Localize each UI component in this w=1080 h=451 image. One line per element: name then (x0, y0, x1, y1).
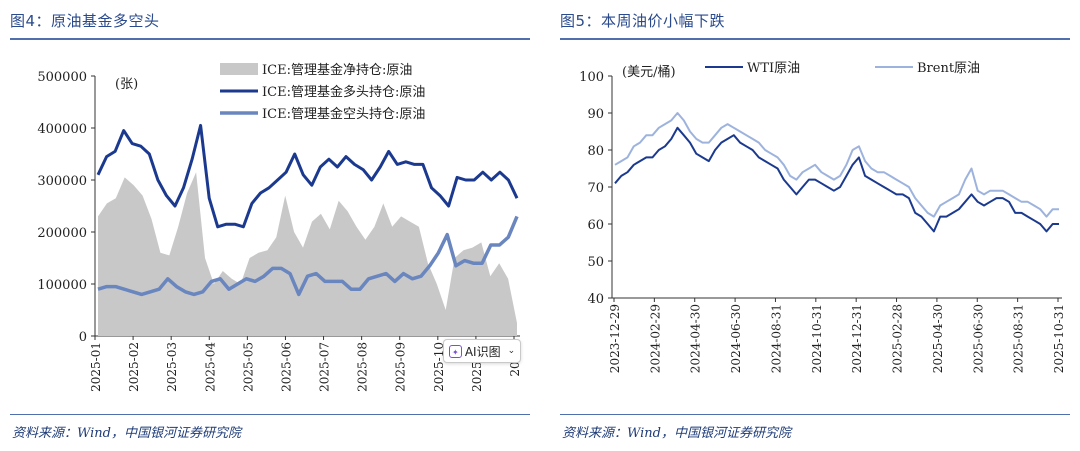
source-note: 资料来源：Wind，中国银河证券研究院 (562, 426, 791, 441)
y-tick-label: 100000 (37, 278, 87, 293)
series-area-0 (98, 172, 517, 336)
legend-label: ICE:管理基金净持仓:原油 (262, 62, 412, 78)
source-note: 资料来源：Wind，中国银河证券研究院 (12, 426, 241, 441)
x-tick-label: 2025-02 (127, 342, 141, 392)
x-tick-label: 2025-06 (279, 342, 293, 392)
x-tick-label: 2023-12-29 (608, 304, 622, 373)
y-tick-label: 90 (587, 107, 604, 122)
x-tick-label: 2025-06-30 (971, 304, 985, 373)
x-tick-label: 2024-02-29 (648, 304, 662, 373)
x-tick-label: 2025-05 (241, 342, 255, 392)
y-tick-label: 50 (587, 255, 604, 270)
y-tick-label: 60 (587, 218, 604, 233)
title-rule (560, 38, 1070, 40)
oil-price-chart: 100 90 80 70 60 50 40 2023-12-29 2024-02-29 2024-… (579, 61, 1066, 373)
x-tick-label: 2025-04 (203, 342, 217, 392)
series-line-0 (614, 126, 1059, 233)
figure-title: 图4：原油基金多空头 (10, 12, 160, 30)
legend-swatch (220, 63, 258, 75)
x-tick-label: 2025-04-30 (931, 304, 945, 373)
panel-fund-positions: 图4：原油基金多空头 500000 400000 300000 200000 10000… (0, 0, 530, 451)
x-tick-label: 2024-12-31 (850, 304, 864, 373)
x-tick-label: 2024-10-31 (810, 304, 824, 373)
series-line-1 (614, 112, 1059, 218)
ai-recognize-button[interactable]: ✦ AI识图 ⌄ (443, 339, 521, 363)
series-line-1 (96, 123, 519, 229)
y-tick-label: 0 (79, 330, 87, 345)
legend-label: WTI原油 (747, 61, 800, 76)
legend-label: ICE:管理基金多头持仓:原油 (262, 84, 425, 100)
y-tick-label: 400000 (37, 122, 87, 137)
y-tick-label: 300000 (37, 174, 87, 189)
chevron-down-icon[interactable]: ⌄ (507, 346, 516, 356)
series-line-2 (97, 215, 519, 297)
x-tick-label: 2025-03 (165, 342, 179, 392)
x-tick-label: 2025-07 (318, 342, 332, 392)
ai-scan-icon: ✦ (448, 344, 462, 358)
legend-label: Brent原油 (917, 61, 980, 76)
x-tick-label: 2024-06-30 (729, 304, 743, 373)
y-tick-label: 40 (587, 292, 604, 307)
y-tick-label: 500000 (37, 70, 87, 85)
unit-label: (张) (115, 77, 138, 92)
panel-oil-price: 图5：本周油价小幅下跌 100 90 80 70 60 50 40 2023-12-29 202… (550, 0, 1070, 451)
source-rule (560, 414, 1070, 415)
x-tick-label: 2025-10 (432, 342, 446, 392)
x-tick-label: 2025-02-28 (891, 304, 905, 373)
y-tick-label: 80 (587, 144, 604, 159)
x-tick-label: 2025-08-31 (1012, 304, 1026, 373)
figure-title: 图5：本周油价小幅下跌 (560, 12, 726, 30)
unit-label: (美元/桶) (622, 65, 676, 80)
ai-button-label: AI识图 (464, 344, 501, 359)
source-rule (10, 414, 530, 415)
x-tick-label: 2024-08-31 (769, 304, 783, 373)
title-rule (10, 38, 530, 40)
legend-label: ICE:管理基金空头持仓:原油 (262, 106, 425, 122)
x-tick-label: 2025-09 (394, 342, 408, 392)
y-tick-label: 200000 (37, 226, 87, 241)
x-tick-label: 2024-04-30 (689, 304, 703, 373)
x-tick-label: 2025-10-31 (1052, 304, 1066, 373)
x-tick-label: 2025-08 (356, 342, 370, 392)
y-tick-label: 70 (587, 181, 604, 196)
x-tick-label: 2025-01 (89, 342, 103, 392)
y-tick-label: 100 (579, 70, 604, 85)
